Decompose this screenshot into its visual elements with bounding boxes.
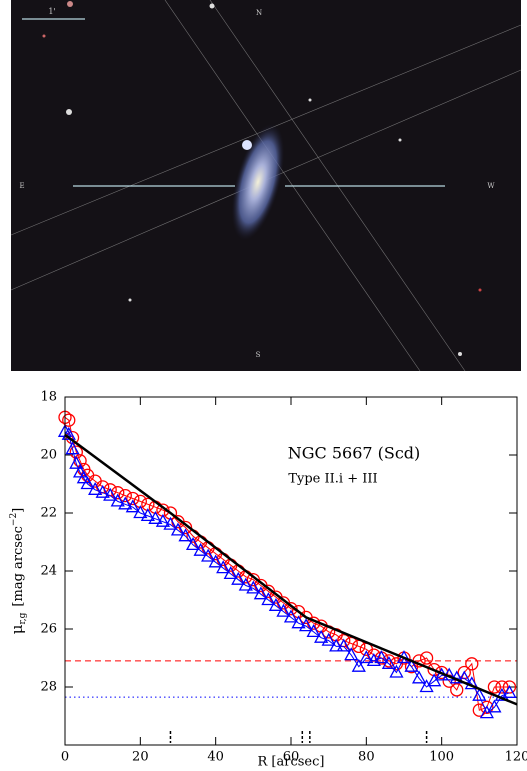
data-point [283,609,299,623]
x-axis-label: R [arcsec] [258,755,325,770]
data-point [231,571,246,585]
fit-line [64,433,518,706]
y-tick-label: 28 [40,680,57,695]
series-line [64,431,510,714]
data-point [472,687,487,701]
data-point [329,638,344,652]
data-point [148,510,163,524]
y-tick-label: 22 [40,506,57,521]
data-point [314,629,329,643]
data-point [374,650,389,664]
data-point [62,413,76,427]
y-label-exponent: −2 [9,513,19,526]
data-point [238,577,253,591]
galaxy [231,123,285,241]
x-tick-label: 40 [207,750,224,765]
x-tick-label: 60 [283,750,300,765]
compass-label: W [487,182,495,190]
data-point [321,632,336,646]
compass-label: E [19,182,24,190]
y-tick-label: 20 [40,448,57,463]
y-tick-label: 26 [40,622,57,637]
data-point [65,441,80,455]
data-point [246,580,261,594]
data-point [126,491,140,506]
data-point [450,683,464,697]
data-point [404,658,419,672]
y-label-subscript: r,g [18,612,28,624]
data-point [170,522,186,536]
data-point [155,513,171,527]
data-point [465,657,479,671]
data-point [336,638,351,652]
data-point [487,699,502,713]
data-point [381,655,397,669]
chart-title: NGC 5667 (Scd) [288,444,421,463]
x-tick-label: 120 [505,750,527,765]
data-point [502,684,517,698]
stars [42,1,482,356]
data-point [88,481,103,495]
data-point [185,537,201,551]
data-point [419,651,434,665]
data-point [487,680,502,694]
data-point [495,680,509,694]
chart-subtitle: Type II.i + III [288,472,377,487]
star [242,140,252,150]
data-point [125,499,140,513]
data-point [268,597,284,611]
data-point [110,493,125,507]
data-point [140,508,155,522]
data-point [133,505,148,519]
compass-label: N [256,9,262,17]
data-point [411,670,427,684]
data-point [291,615,306,629]
data-point [298,618,314,632]
x-tick-label: 0 [61,750,69,765]
data-point [359,650,374,664]
y-tick-label: 18 [40,390,57,405]
data-point [118,488,132,503]
data-point [253,586,268,600]
plot-frame [64,396,518,746]
data-point [72,464,88,478]
data-point [76,470,91,484]
data-point [69,455,84,469]
galaxy-image: 1' N E W S [10,0,522,372]
data-point [178,528,193,542]
data-point [80,476,95,490]
y-label-close: ] [11,508,26,513]
y-label-unit: [mag arcsec [11,526,26,607]
x-tick-label: 20 [132,750,149,765]
compass-label: S [256,351,261,359]
data-point [103,487,118,501]
data-point [216,560,231,574]
y-label-symbol: μ [8,624,26,634]
data-point [223,566,238,580]
data-point [95,484,110,498]
y-tick-label: 24 [40,564,57,579]
data-point [306,624,321,638]
data-point [464,676,479,690]
x-tick-label: 100 [429,750,454,765]
data-point [261,592,276,606]
scale-label: 1' [48,7,55,16]
data-point [193,542,208,556]
data-point [118,496,133,510]
y-axis-label: μr,g [mag arcsec−2] [8,508,28,635]
x-tick-label: 80 [358,750,375,765]
data-point [344,647,359,661]
data-point [163,516,178,530]
data-point [61,426,76,440]
data-point [208,554,223,568]
data-point [351,658,366,672]
data-point [382,654,396,668]
data-point [389,664,404,678]
data-point [201,548,216,562]
chart: NGC 5667 (Scd) Type II.i + III R [arcsec… [8,390,527,770]
data-point [276,603,291,617]
